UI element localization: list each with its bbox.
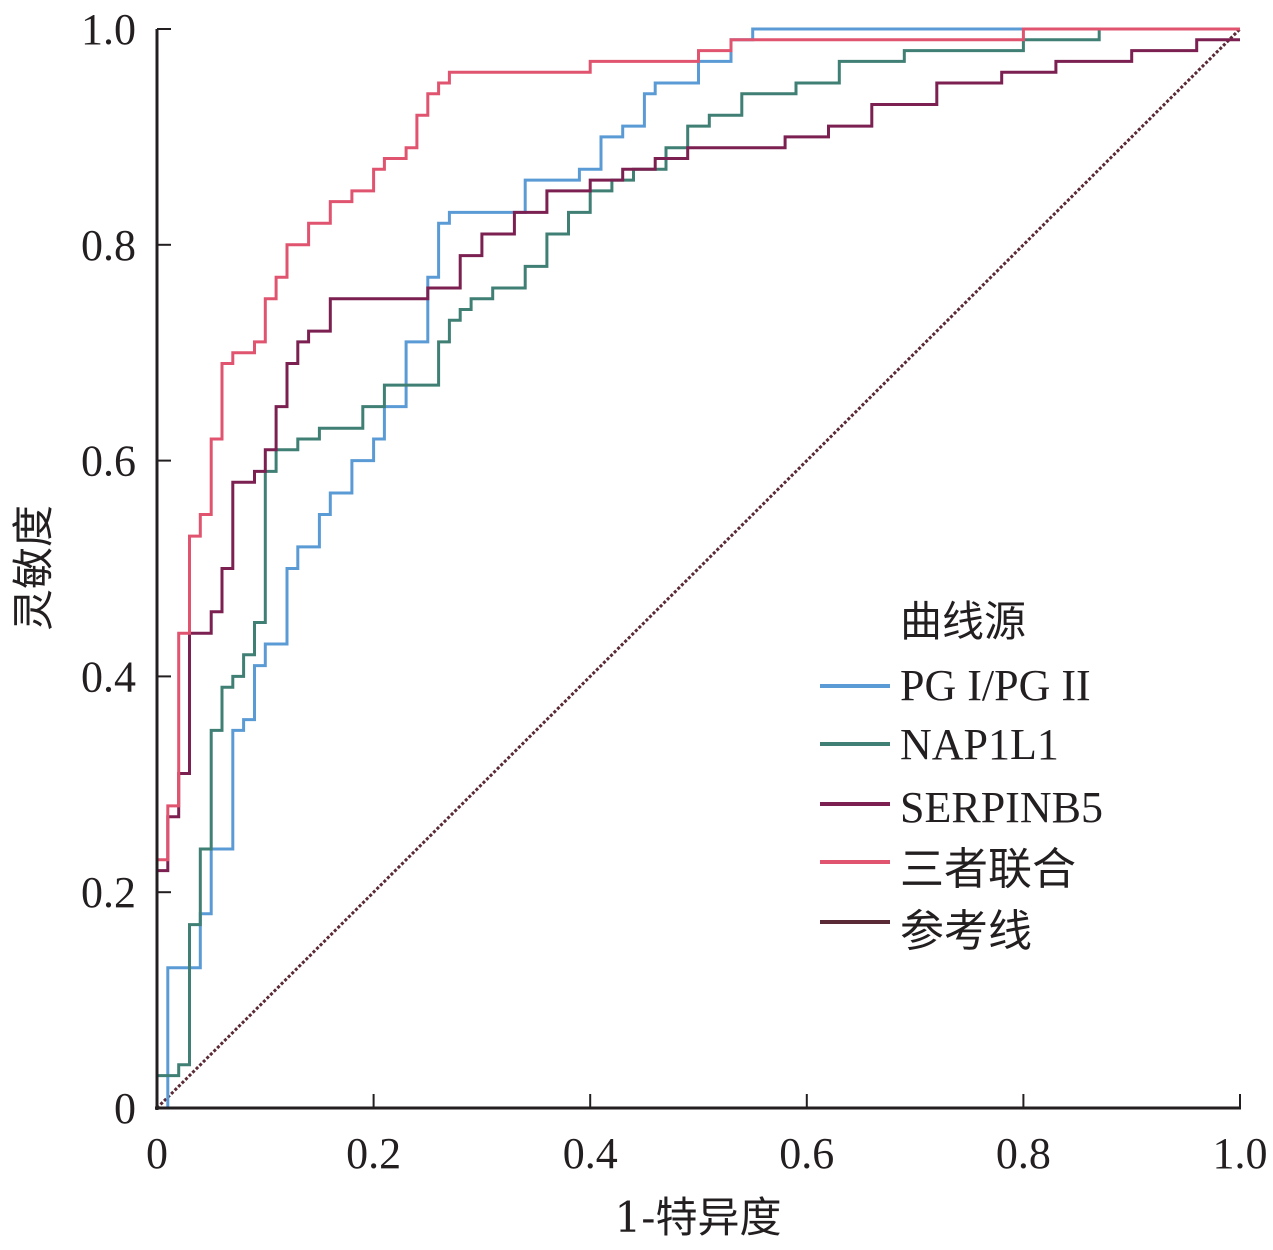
- legend-item-reference: 参考线: [820, 907, 1032, 956]
- y-tick-label: 0.8: [81, 221, 136, 270]
- legend-label-pg: PG I/PG II: [900, 661, 1091, 710]
- y-axis-title: 灵敏度: [9, 505, 58, 631]
- x-tick-label: 0.8: [996, 1129, 1051, 1178]
- series-reference-line: [155, 27, 1242, 1110]
- legend-label-serpinb5: SERPINB5: [900, 783, 1103, 832]
- legend-label-combined: 三者联合: [900, 845, 1076, 894]
- y-tick-label: 1.0: [81, 5, 136, 54]
- legend-item-serpinb5: SERPINB5: [820, 783, 1103, 832]
- x-tick-label: 0.2: [346, 1129, 401, 1178]
- series-serpinb5-line: [157, 38, 1240, 873]
- legend-title: 曲线源: [900, 597, 1026, 646]
- y-tick-label: 0.2: [81, 868, 136, 917]
- x-tick-label: 0: [146, 1129, 168, 1178]
- series-layer: [155, 27, 1242, 1110]
- y-tick-label: 0: [114, 1084, 136, 1133]
- x-tick-label: 0.4: [563, 1129, 618, 1178]
- legend-label-nap1l1: NAP1L1: [900, 720, 1059, 769]
- legend-label-reference: 参考线: [900, 907, 1032, 956]
- x-tick-label: 0.6: [779, 1129, 834, 1178]
- series-pg-line: [157, 27, 1240, 1110]
- legend-item-nap1l1: NAP1L1: [820, 720, 1059, 769]
- axes: [155, 29, 1241, 1110]
- legend-item-combined: 三者联合: [820, 845, 1076, 894]
- y-ticks: 0 0.2 0.4 0.6 0.8 1.0: [81, 5, 171, 1133]
- series-combined-line: [157, 27, 1240, 862]
- series-nap1l1-line: [157, 27, 1240, 1078]
- x-axis-title: 1-特异度: [615, 1193, 782, 1242]
- y-tick-label: 0.6: [81, 437, 136, 486]
- y-tick-label: 0.4: [81, 652, 136, 701]
- x-tick-label: 1.0: [1213, 1129, 1268, 1178]
- x-ticks: 0 0.2 0.4 0.6 0.8 1.0: [146, 1094, 1268, 1178]
- legend-item-pg: PG I/PG II: [820, 661, 1091, 710]
- legend: 曲线源 PG I/PG II NAP1L1 SERPINB5 三者联合 参考线: [820, 597, 1103, 956]
